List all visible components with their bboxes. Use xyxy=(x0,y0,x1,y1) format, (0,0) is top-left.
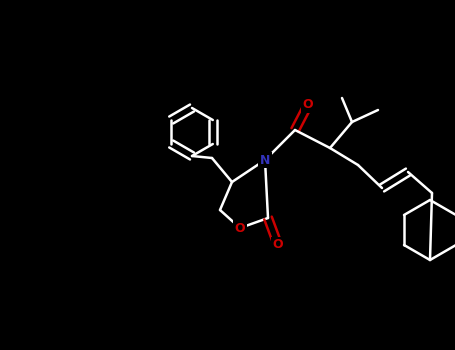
Text: O: O xyxy=(235,222,245,235)
Text: O: O xyxy=(273,238,283,252)
Text: N: N xyxy=(260,154,270,167)
Text: O: O xyxy=(303,98,313,112)
